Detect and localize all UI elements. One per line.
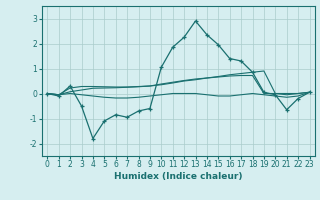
- X-axis label: Humidex (Indice chaleur): Humidex (Indice chaleur): [114, 172, 243, 181]
